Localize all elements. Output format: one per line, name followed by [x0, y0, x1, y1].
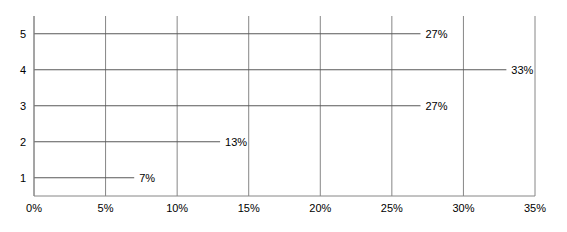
svg-text:0%: 0% [26, 202, 42, 214]
svg-text:4: 4 [20, 64, 26, 76]
svg-text:2: 2 [20, 136, 26, 148]
svg-text:33%: 33% [511, 64, 533, 76]
svg-text:20%: 20% [309, 202, 331, 214]
svg-text:3: 3 [20, 100, 26, 112]
svg-text:5: 5 [20, 28, 26, 40]
svg-text:27%: 27% [425, 100, 447, 112]
svg-text:5%: 5% [98, 202, 114, 214]
svg-text:27%: 27% [425, 28, 447, 40]
svg-text:13%: 13% [225, 136, 247, 148]
svg-text:25%: 25% [381, 202, 403, 214]
svg-text:7%: 7% [139, 172, 155, 184]
svg-text:10%: 10% [166, 202, 188, 214]
svg-text:1: 1 [20, 172, 26, 184]
svg-text:35%: 35% [524, 202, 546, 214]
svg-text:30%: 30% [452, 202, 474, 214]
svg-text:15%: 15% [238, 202, 260, 214]
